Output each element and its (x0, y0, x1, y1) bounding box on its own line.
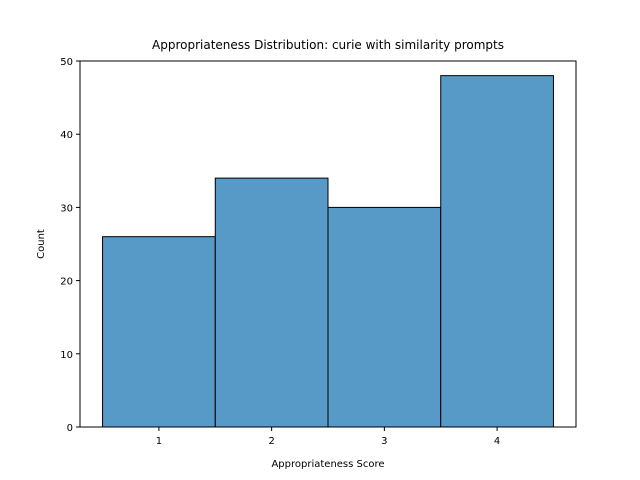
y-tick-label: 40 (60, 130, 73, 141)
y-tick-label: 10 (60, 350, 73, 361)
y-axis-label: Count (36, 229, 47, 259)
y-tick-label: 0 (67, 423, 73, 434)
y-tick-label: 50 (60, 57, 73, 68)
bar-score-2 (214, 177, 329, 428)
x-tick-label: 1 (156, 436, 162, 447)
plot-frame (79, 60, 577, 428)
x-axis-label: Appropriateness Score (271, 459, 384, 470)
y-axis-ticks: 0 10 20 30 40 50 (60, 57, 80, 434)
chart-title: Appropriateness Distribution: curie with… (152, 38, 504, 52)
bar-score-4 (440, 75, 554, 428)
x-tick-label: 2 (268, 436, 274, 447)
y-tick-label: 30 (60, 203, 73, 214)
x-axis-ticks: 1 2 3 4 (156, 427, 500, 447)
y-tick-label: 20 (60, 277, 73, 288)
x-tick-label: 3 (381, 436, 387, 447)
bar-score-1 (102, 236, 216, 428)
x-tick-label: 4 (494, 436, 500, 447)
bar-score-3 (327, 206, 442, 428)
bars-group (102, 75, 554, 428)
